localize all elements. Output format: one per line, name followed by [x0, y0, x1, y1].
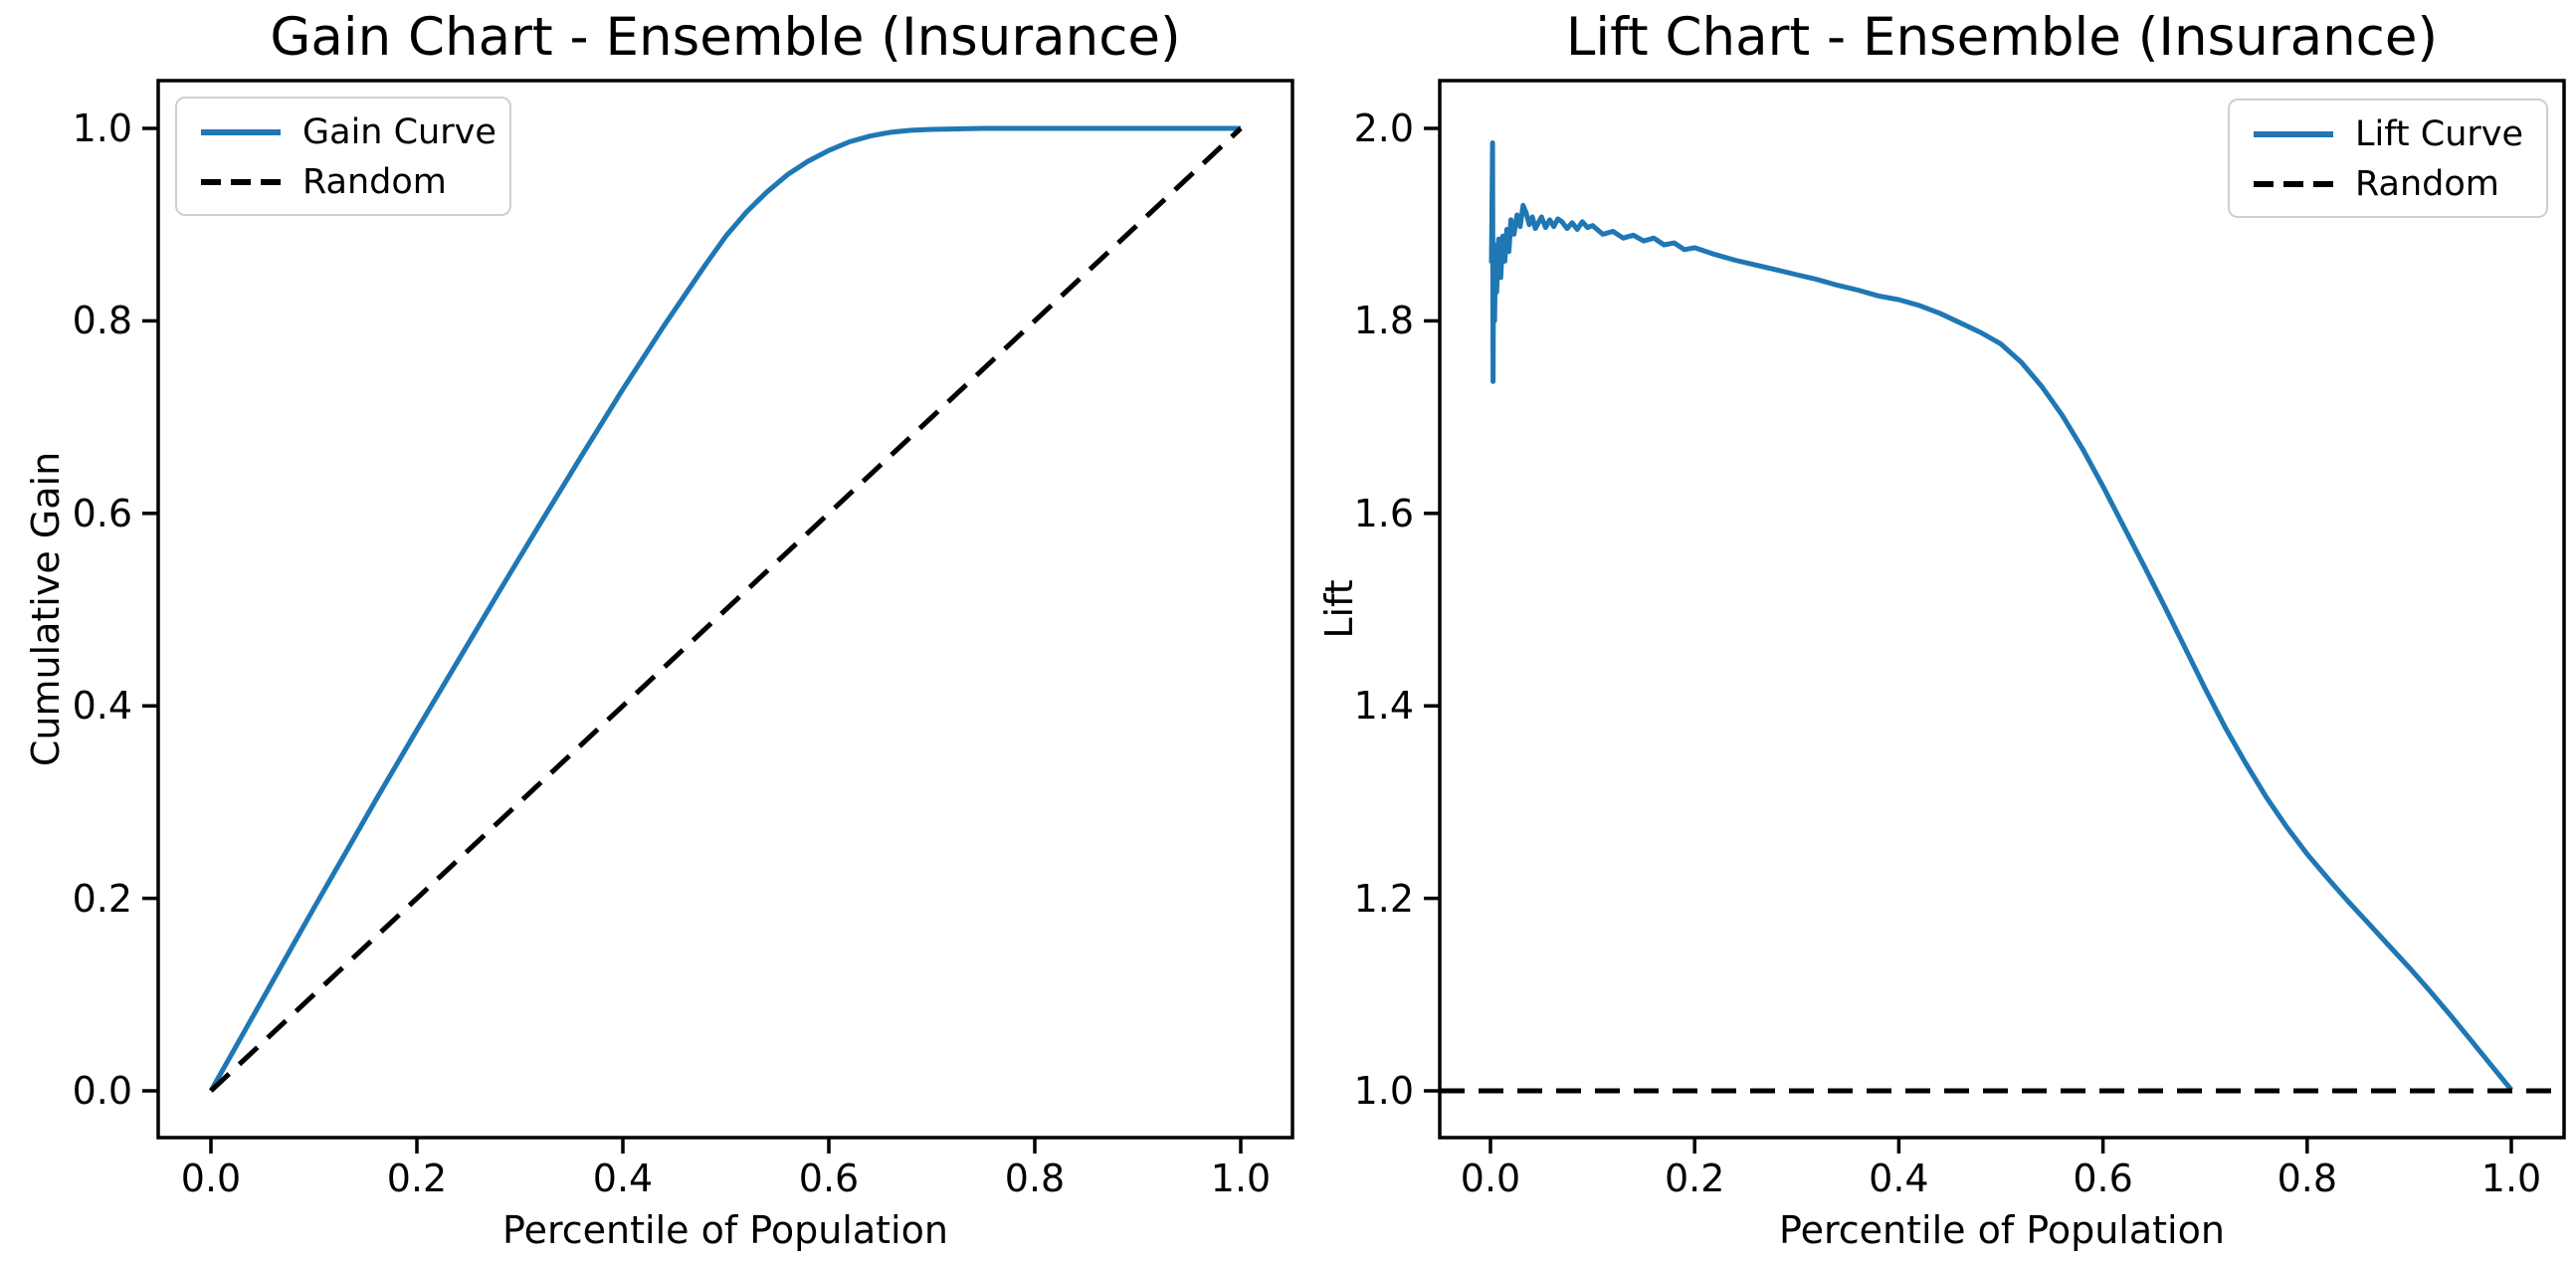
lift-chart-legend: Lift Curve Random — [2228, 99, 2548, 218]
y-tick-label: 0.6 — [72, 491, 132, 535]
y-tick-label: 1.0 — [72, 106, 132, 150]
x-tick-label: 0.4 — [592, 1157, 654, 1200]
gain-chart-legend: Gain Curve Random — [175, 97, 511, 216]
solid-line-icon — [2254, 131, 2333, 137]
solid-line-icon — [201, 129, 281, 135]
lift-chart-title: Lift Chart - Ensemble (Insurance) — [1565, 7, 2439, 68]
y-tick-label: 0.8 — [72, 299, 132, 343]
x-tick-label: 0.6 — [798, 1157, 860, 1200]
random-path — [209, 126, 1243, 1093]
gain-chart-xlabel: Percentile of Population — [502, 1208, 948, 1252]
lift-curve-path — [1488, 140, 2513, 1092]
x-tick-label: 0.4 — [1869, 1157, 1929, 1200]
legend-item-lift-curve: Lift Curve — [2254, 114, 2530, 154]
y-tick-label: 0.0 — [72, 1069, 132, 1113]
y-tick-label: 2.0 — [1353, 106, 1414, 150]
lift-chart-xlabel: Percentile of Population — [1779, 1208, 2225, 1252]
y-tick-label: 1.8 — [1353, 299, 1414, 343]
y-tick-label: 1.4 — [1353, 684, 1414, 729]
dashed-line-icon — [2254, 181, 2333, 187]
legend-item-gain-curve: Gain Curve — [201, 112, 496, 152]
legend-item-random: Random — [2254, 164, 2530, 204]
x-tick-label: 0.8 — [2277, 1157, 2338, 1200]
y-tick-label: 1.6 — [1353, 491, 1414, 535]
legend-label: Gain Curve — [302, 112, 496, 152]
x-tick-label: 1.0 — [2480, 1157, 2542, 1200]
gain-curve-path — [208, 125, 1241, 1093]
y-tick-label: 1.0 — [1353, 1069, 1414, 1113]
x-tick-label: 0.2 — [386, 1157, 448, 1200]
gain-chart-title: Gain Chart - Ensemble (Insurance) — [270, 7, 1181, 68]
y-tick-label: 0.4 — [72, 684, 132, 729]
legend-label: Random — [302, 162, 447, 202]
axes-spine — [1438, 79, 2566, 1140]
axes-spine — [156, 79, 1294, 1140]
y-tick-label: 0.2 — [72, 876, 132, 921]
x-tick-label: 0.2 — [1664, 1157, 1725, 1200]
legend-label: Lift Curve — [2355, 114, 2524, 154]
legend-item-random: Random — [201, 162, 494, 202]
legend-label: Random — [2355, 164, 2499, 204]
lift-chart-ylabel: Lift — [1317, 579, 1361, 639]
y-tick-label: 1.2 — [1353, 876, 1414, 921]
dashed-line-icon — [201, 179, 281, 185]
x-tick-label: 0.8 — [1004, 1157, 1066, 1200]
x-tick-label: 0.0 — [1460, 1157, 1521, 1200]
gain-chart-ylabel: Cumulative Gain — [24, 451, 68, 767]
x-tick-label: 0.6 — [2073, 1157, 2133, 1200]
x-tick-label: 0.0 — [180, 1157, 242, 1200]
x-tick-label: 1.0 — [1210, 1157, 1272, 1200]
